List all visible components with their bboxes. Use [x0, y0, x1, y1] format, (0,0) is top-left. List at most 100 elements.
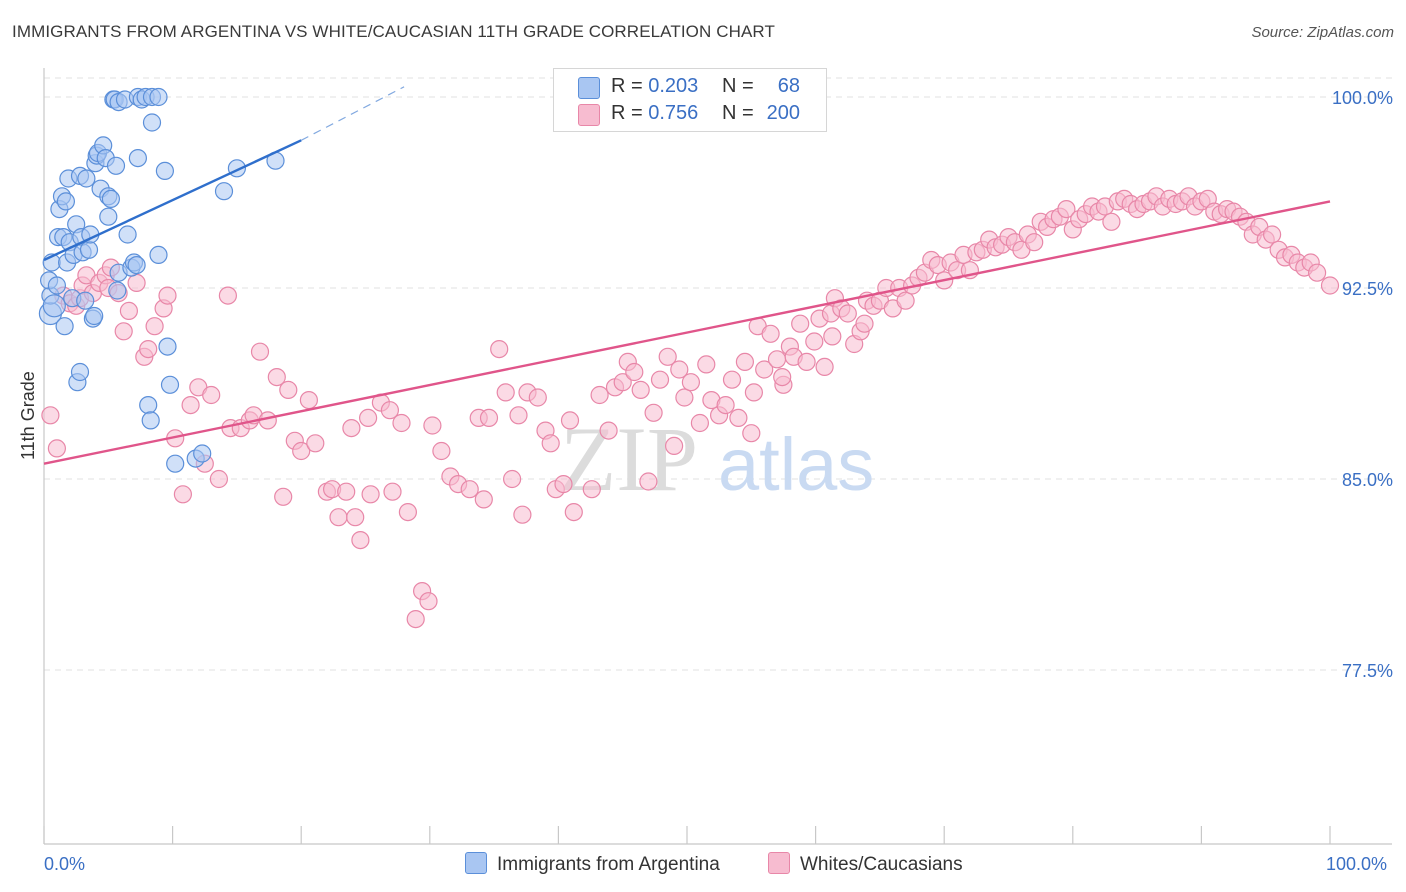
legend-r-label: R = [611, 75, 643, 97]
point-whites [528, 388, 547, 407]
point-whites [119, 301, 138, 320]
point-whites [145, 317, 164, 336]
point-whites [670, 360, 689, 379]
point-argentina [149, 245, 168, 264]
point-whites [823, 327, 842, 346]
series-immigrants-argentina [38, 87, 285, 473]
point-whites [625, 362, 644, 382]
point-whites [218, 286, 237, 305]
point-whites [716, 396, 735, 415]
point-whites [181, 396, 200, 415]
point-argentina [118, 225, 137, 244]
point-whites [675, 388, 694, 407]
point-whites [279, 380, 298, 399]
point-whites [299, 391, 318, 410]
point-whites [1307, 263, 1327, 282]
point-whites [690, 413, 710, 433]
point-argentina [141, 411, 160, 430]
point-whites [697, 355, 716, 374]
legend-swatch-pink [578, 104, 600, 126]
point-whites [432, 441, 451, 461]
point-whites [1320, 276, 1340, 295]
point-whites [250, 342, 270, 361]
point-whites [496, 383, 515, 402]
point-whites [838, 304, 857, 323]
legend: R = 0.203 N = 68 R = 0.756 N = 200 [553, 68, 827, 132]
point-whites [564, 502, 583, 522]
point-whites [392, 413, 411, 433]
point-argentina [128, 149, 147, 168]
point-argentina [55, 317, 74, 336]
y-tick-label: 77.5% [1341, 661, 1393, 681]
point-argentina [149, 87, 168, 107]
point-argentina [127, 256, 146, 275]
legend-n-label: N = [722, 102, 754, 124]
watermark-atlas: atlas [718, 423, 874, 506]
point-whites [274, 487, 293, 506]
point-whites [541, 434, 560, 453]
point-whites [773, 368, 792, 387]
bottom-legend-label: Whites/Caucasians [800, 854, 963, 875]
point-whites [658, 347, 677, 366]
bottom-legend-swatch-blue [465, 852, 487, 874]
legend-n-value: 68 [777, 75, 800, 97]
legend-r-label: R = [611, 102, 643, 124]
point-whites [650, 370, 670, 389]
legend-swatch-blue [578, 77, 600, 99]
y-axis-title: 11th Grade [18, 371, 38, 460]
x-tick-label-max: 100.0% [1326, 854, 1388, 874]
point-whites [474, 490, 493, 509]
point-whites [896, 291, 915, 310]
point-argentina [77, 169, 96, 188]
point-whites [599, 421, 618, 440]
trend-line-argentina-extension [300, 86, 405, 141]
point-whites [1102, 212, 1121, 231]
point-whites [1025, 233, 1044, 252]
x-tick-label-min: 0.0% [44, 854, 86, 874]
legend-r-value: 0.203 [648, 75, 699, 97]
legend-row-argentina: R = 0.203 N = 68 [554, 74, 826, 100]
point-whites [114, 322, 133, 341]
point-argentina [160, 375, 180, 394]
point-argentina [85, 306, 104, 326]
bottom-legend-whites: Whites/Caucasians [768, 852, 963, 876]
point-whites [735, 352, 755, 371]
point-argentina [155, 161, 174, 180]
point-argentina [76, 291, 95, 310]
point-whites [761, 324, 780, 343]
point-argentina [47, 276, 67, 295]
point-whites [582, 480, 601, 499]
source-label: Source: ZipAtlas.com [1251, 24, 1394, 41]
point-whites [613, 373, 632, 392]
watermark-zip: ZIP [560, 408, 698, 510]
point-argentina [56, 192, 76, 211]
trend-line-argentina [43, 139, 302, 262]
bottom-legend-argentina: Immigrants from Argentina [465, 852, 720, 876]
point-argentina [139, 396, 158, 415]
point-argentina [101, 189, 121, 208]
point-whites [406, 609, 425, 629]
axes [43, 68, 1392, 845]
point-whites [158, 286, 177, 305]
point-argentina [108, 281, 127, 300]
point-whites [560, 411, 580, 430]
point-argentina [158, 337, 177, 356]
point-argentina [166, 454, 185, 473]
point-whites [423, 416, 442, 435]
point-whites [729, 408, 748, 427]
point-whites [380, 401, 399, 420]
point-whites [383, 482, 402, 501]
point-argentina [70, 362, 90, 382]
point-argentina [106, 156, 126, 175]
point-whites [791, 314, 810, 333]
point-argentina [79, 240, 99, 259]
point-argentina [214, 182, 234, 201]
point-whites [460, 480, 479, 499]
point-argentina [142, 113, 162, 132]
legend-r-value: 0.756 [648, 102, 699, 124]
point-whites [351, 530, 370, 550]
point-whites [805, 332, 824, 351]
point-whites [202, 385, 221, 405]
point-whites [664, 436, 684, 455]
